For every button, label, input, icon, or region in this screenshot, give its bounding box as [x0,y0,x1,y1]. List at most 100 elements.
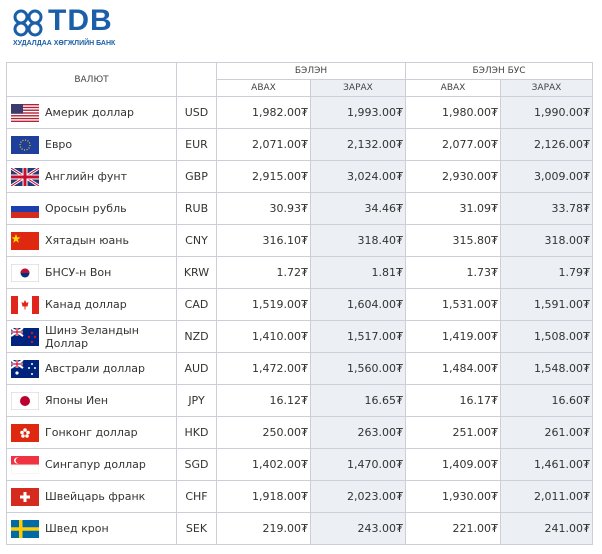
currency-cell: Оросын рубль [6,192,177,225]
currency-cell: Гонконг доллар [6,416,177,449]
header-cell: ЗАРАХ [310,79,406,97]
currency-name: Австрали доллар [45,362,145,375]
buy-rate: 16.12₮ [216,384,311,417]
buy-rate: 1,918.00₮ [216,480,311,513]
currency-cell: БНСУ-н Вон [6,256,177,289]
buy-rate: 1,980.00₮ [405,96,501,129]
sell-rate: 34.46₮ [310,192,406,225]
currency-name-wrap: Евро [7,135,176,154]
flag-icon [11,135,39,154]
buy-rate: 1,531.00₮ [405,288,501,321]
currency-cell: Швед крон [6,512,177,545]
currency-name-wrap: Америк доллар [7,103,176,122]
buy-rate: 1,484.00₮ [405,352,501,385]
buy-rate: 1,419.00₮ [405,320,501,353]
rate-row: БНСУ-н Вон KRW 1.72₮ 1.81₮ 1.73₮ 1.79₮ [6,256,593,289]
header-cell: ЗАРАХ [500,79,593,97]
currency-name-wrap: Австрали доллар [7,359,176,378]
sell-rate: 241.00₮ [500,512,593,545]
rate-row: Оросын рубль RUB 30.93₮ 34.46₮ 31.09₮ 33.78₮ [6,192,593,225]
currency-cell: Шинэ Зеландын Доллар [6,320,177,353]
flag-icon [11,263,39,282]
buy-rate: 2,071.00₮ [216,128,311,161]
sell-rate: 318.00₮ [500,224,593,257]
currency-name: Японы Иен [45,394,109,407]
currency-code: GBP [176,160,217,193]
buy-rate: 1,982.00₮ [216,96,311,129]
buy-rate: 1,930.00₮ [405,480,501,513]
buy-rate: 2,915.00₮ [216,160,311,193]
currency-code: HKD [176,416,217,449]
header-cell: БЭЛЭН БУС [405,62,593,80]
sell-rate: 2,132.00₮ [310,128,406,161]
header-cell: АВАХ [216,79,311,97]
sell-rate: 1,990.00₮ [500,96,593,129]
sell-rate: 2,011.00₮ [500,480,593,513]
currency-name-wrap: Гонконг доллар [7,423,176,442]
buy-rate: 2,077.00₮ [405,128,501,161]
sell-rate: 1,993.00₮ [310,96,406,129]
currency-name: Оросын рубль [45,202,127,215]
flag-icon [11,199,39,218]
header-cell: ВАЛЮТ [6,62,177,97]
currency-name: Гонконг доллар [45,426,138,439]
currency-code: CAD [176,288,217,321]
buy-rate: 1,472.00₮ [216,352,311,385]
rate-row: Английн фунт GBP 2,915.00₮ 3,024.00₮ 2,930.0… [6,160,593,193]
currency-name-wrap: Английн фунт [7,167,176,186]
logo-icon [13,9,43,37]
sell-rate: 2,126.00₮ [500,128,593,161]
currency-cell: Сингапур доллар [6,448,177,481]
sell-rate: 1.79₮ [500,256,593,289]
currency-name-wrap: Швейцарь франк [7,487,176,506]
flag-icon [11,167,39,186]
currency-name-wrap: Оросын рубль [7,199,176,218]
currency-cell: Евро [6,128,177,161]
buy-rate: 1,410.00₮ [216,320,311,353]
currency-cell: Хятадын юань [6,224,177,257]
sell-rate: 3,009.00₮ [500,160,593,193]
sell-rate: 1,508.00₮ [500,320,593,353]
header-cell: БЭЛЭН [216,62,406,80]
header-cell [176,62,217,97]
sell-rate: 1,461.00₮ [500,448,593,481]
buy-rate: 1,409.00₮ [405,448,501,481]
currency-code: KRW [176,256,217,289]
buy-rate: 251.00₮ [405,416,501,449]
currency-name: Сингапур доллар [45,458,146,471]
currency-cell: Канад доллар [6,288,177,321]
flag-icon [11,487,39,506]
currency-cell: Америк доллар [6,96,177,129]
buy-rate: 1,402.00₮ [216,448,311,481]
currency-name-wrap: Хятадын юань [7,231,176,250]
currency-name: Хятадын юань [45,234,129,247]
currency-name: Канад доллар [45,298,127,311]
rate-row: Хятадын юань CNY 316.10₮ 318.40₮ 315.80₮ 318.… [6,224,593,257]
flag-icon [11,231,39,250]
currency-name-wrap: Сингапур доллар [7,455,176,474]
rate-row: Австрали доллар AUD 1,472.00₮ 1,560.00₮ 1,48… [6,352,593,385]
currency-name: Швед крон [45,522,109,535]
sell-rate: 1.81₮ [310,256,406,289]
currency-name-wrap: Японы Иен [7,391,176,410]
buy-rate: 16.17₮ [405,384,501,417]
sell-rate: 1,548.00₮ [500,352,593,385]
buy-rate: 1.72₮ [216,256,311,289]
currency-cell: Английн фунт [6,160,177,193]
currency-cell: Швейцарь франк [6,480,177,513]
sell-rate: 1,517.00₮ [310,320,406,353]
flag-icon [11,359,39,378]
sell-rate: 261.00₮ [500,416,593,449]
rate-row: Канад доллар CAD 1,519.00₮ 1,604.00₮ 1,531.0… [6,288,593,321]
currency-name-wrap: Шинэ Зеландын Доллар [7,324,176,350]
sell-rate: 318.40₮ [310,224,406,257]
sell-rate: 16.60₮ [500,384,593,417]
currency-name: БНСУ-н Вон [45,266,112,279]
currency-name: Английн фунт [45,170,128,183]
logo-text: TDB [48,4,113,37]
flag-icon [11,519,39,538]
currency-code: NZD [176,320,217,353]
sell-rate: 1,560.00₮ [310,352,406,385]
buy-rate: 221.00₮ [405,512,501,545]
sell-rate: 2,023.00₮ [310,480,406,513]
